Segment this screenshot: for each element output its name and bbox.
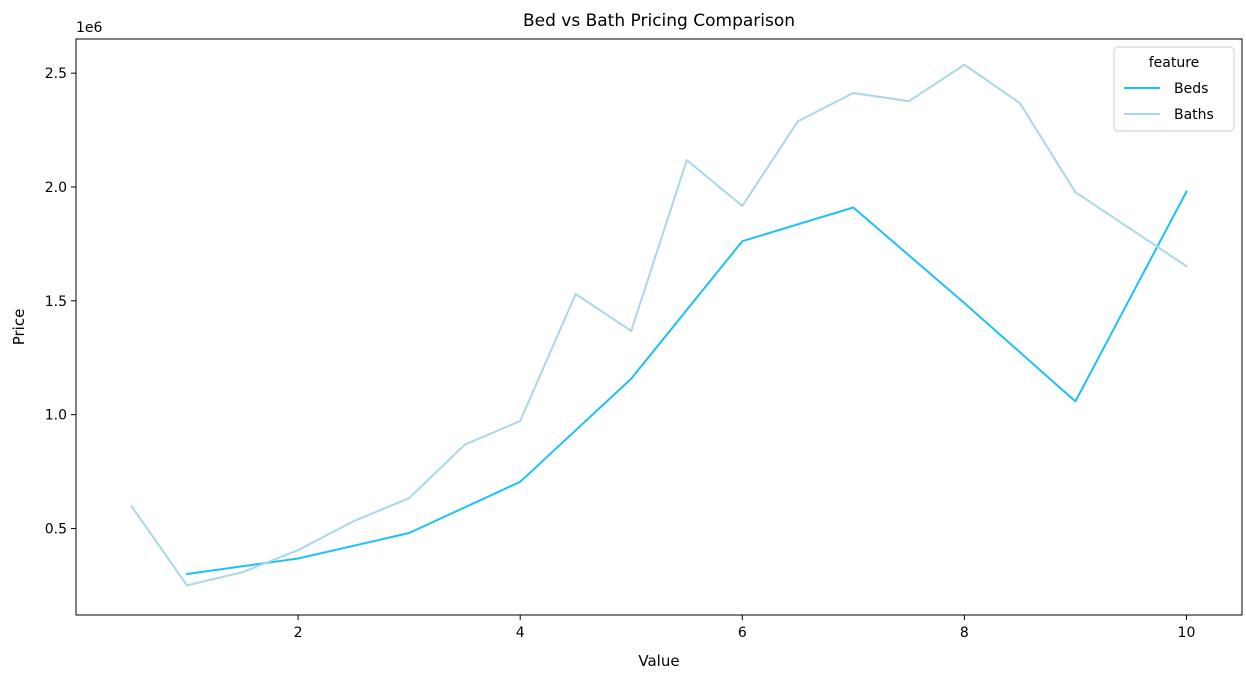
y-tick-label: 1.0 [45, 408, 67, 424]
y-tick-label: 2.5 [45, 66, 67, 82]
legend: feature Beds Baths [1113, 46, 1235, 132]
plot-area [75, 38, 1243, 616]
series-line-beds [185, 190, 1188, 576]
y-axis: 0.5 1.0 1.5 2.0 2.5 [45, 66, 76, 537]
x-axis-label: Value [638, 652, 679, 670]
y-tick-label: 2.0 [45, 180, 67, 196]
y-tick-label: 0.5 [45, 521, 67, 537]
x-tick-label: 6 [738, 625, 747, 641]
y-tick-label: 1.5 [45, 294, 67, 310]
x-tick-label: 10 [1178, 625, 1196, 641]
legend-label-beds: Beds [1174, 81, 1208, 97]
series-lines [130, 63, 1188, 587]
legend-title: feature [1149, 55, 1200, 71]
x-tick-label: 2 [294, 625, 303, 641]
x-tick-label: 8 [960, 625, 969, 641]
legend-label-baths: Baths [1174, 107, 1214, 123]
y-offset-label: 1e6 [76, 20, 103, 36]
legend-box [1113, 46, 1235, 132]
series-line-baths [130, 63, 1188, 587]
x-tick-label: 4 [516, 625, 525, 641]
chart-title: Bed vs Bath Pricing Comparison [523, 11, 795, 31]
y-axis-label: Price [10, 309, 28, 346]
x-axis: 2 4 6 8 10 [294, 615, 1196, 641]
